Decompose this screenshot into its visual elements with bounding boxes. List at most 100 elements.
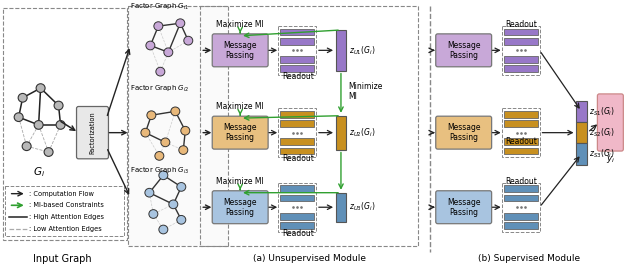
Bar (504, 56, 538, 63)
Circle shape (147, 111, 156, 120)
FancyBboxPatch shape (436, 191, 492, 224)
Text: Minimize
MI: Minimize MI (348, 82, 382, 101)
Circle shape (159, 225, 168, 234)
Bar (504, 38, 538, 44)
Circle shape (54, 101, 63, 110)
Circle shape (22, 142, 31, 151)
Text: Message
Passing: Message Passing (223, 198, 257, 217)
Text: Maximize MI: Maximize MI (216, 20, 264, 29)
Circle shape (169, 200, 178, 209)
Text: Factor Graph $G_{i1}$: Factor Graph $G_{i1}$ (131, 2, 190, 12)
Text: Factor Graph $G_{i3}$: Factor Graph $G_{i3}$ (131, 165, 190, 176)
FancyBboxPatch shape (212, 34, 268, 67)
Bar (278, 108, 316, 157)
Circle shape (171, 107, 180, 116)
Text: $G_i$: $G_i$ (33, 165, 45, 179)
Bar (502, 26, 540, 75)
Text: Factor Graph $G_{i2}$: Factor Graph $G_{i2}$ (131, 84, 190, 94)
Circle shape (141, 128, 150, 137)
FancyBboxPatch shape (436, 34, 492, 67)
Text: $z_{S2}(G_i)$: $z_{S2}(G_i)$ (589, 126, 616, 139)
Text: : High Attention Edges: : High Attention Edges (29, 214, 104, 220)
Bar (280, 195, 314, 201)
Text: Readout: Readout (506, 177, 538, 186)
Circle shape (155, 152, 164, 160)
FancyBboxPatch shape (597, 94, 623, 151)
Bar (504, 222, 538, 229)
Circle shape (14, 113, 23, 122)
Circle shape (18, 93, 27, 102)
Text: Message
Passing: Message Passing (223, 41, 257, 60)
Text: (b) Supervised Module: (b) Supervised Module (479, 254, 580, 263)
Circle shape (179, 146, 188, 155)
Bar (504, 139, 538, 145)
Bar (280, 222, 314, 229)
Text: Input Graph: Input Graph (33, 254, 92, 264)
Bar (3, 8, 127, 240)
Text: Maximize MI: Maximize MI (216, 102, 264, 111)
Circle shape (44, 148, 53, 156)
Bar (504, 213, 538, 220)
Bar (504, 120, 538, 127)
Bar (280, 148, 314, 155)
Bar (278, 26, 316, 75)
Bar (336, 30, 346, 71)
Bar (280, 56, 314, 63)
Bar (504, 185, 538, 192)
Circle shape (156, 67, 165, 76)
Bar (577, 122, 588, 143)
Text: Factorization: Factorization (90, 111, 95, 154)
Text: Readout: Readout (282, 72, 314, 81)
Text: : MI-based Constraints: : MI-based Constraints (29, 202, 104, 208)
Bar (504, 28, 538, 35)
Bar (577, 143, 588, 165)
Bar (280, 120, 314, 127)
Bar (504, 65, 538, 72)
Bar (504, 111, 538, 118)
Bar (577, 101, 588, 122)
Text: $z_{U1}(G_i)$: $z_{U1}(G_i)$ (349, 44, 376, 57)
Bar (129, 6, 228, 246)
Bar (4, 186, 124, 236)
Circle shape (36, 84, 45, 93)
Text: $z_{S3}(G_i)$: $z_{S3}(G_i)$ (589, 148, 616, 160)
FancyBboxPatch shape (436, 116, 492, 149)
Circle shape (149, 210, 158, 218)
Circle shape (145, 188, 154, 197)
Bar (504, 195, 538, 201)
FancyBboxPatch shape (212, 116, 268, 149)
FancyBboxPatch shape (77, 106, 108, 159)
Text: : Computation Flow: : Computation Flow (29, 191, 93, 197)
Circle shape (34, 120, 43, 129)
Bar (278, 182, 316, 232)
Bar (280, 213, 314, 220)
Text: Message
Passing: Message Passing (447, 123, 481, 142)
Text: $z_{U3}(G_i)$: $z_{U3}(G_i)$ (349, 201, 376, 214)
Bar (336, 193, 346, 222)
Circle shape (161, 138, 170, 147)
Circle shape (146, 41, 155, 50)
Text: $z_{S1}(G_i)$: $z_{S1}(G_i)$ (589, 105, 616, 118)
Bar (280, 111, 314, 118)
Text: Readout: Readout (282, 154, 314, 163)
Bar (280, 65, 314, 72)
Circle shape (164, 48, 173, 57)
Circle shape (177, 215, 186, 224)
Bar (280, 38, 314, 44)
Bar (336, 116, 346, 149)
Text: Message
Passing: Message Passing (447, 198, 481, 217)
Bar (504, 148, 538, 155)
Circle shape (184, 36, 193, 45)
Bar (280, 185, 314, 192)
Circle shape (56, 120, 65, 129)
FancyBboxPatch shape (212, 191, 268, 224)
Text: : Low Attention Edges: : Low Attention Edges (29, 226, 101, 231)
Circle shape (154, 22, 163, 31)
Text: Readout: Readout (282, 228, 314, 238)
Text: (a) Unsupervised Module: (a) Unsupervised Module (253, 254, 365, 263)
Text: $y_i$: $y_i$ (605, 154, 615, 165)
Circle shape (176, 19, 185, 28)
Text: Message
Passing: Message Passing (223, 123, 257, 142)
Bar (502, 108, 540, 157)
Circle shape (181, 126, 190, 135)
